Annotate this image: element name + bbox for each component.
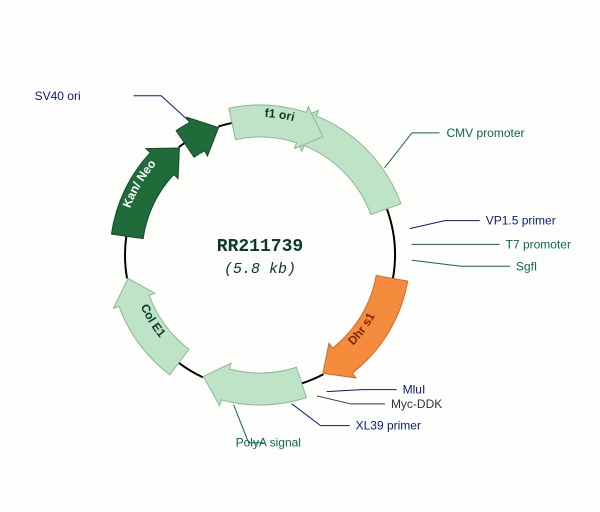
backbone: [179, 143, 185, 147]
plasmid-map: Dhr s1Col E1Kan/ Neof1 oriCMV promoterVP…: [0, 0, 600, 512]
leader-vp15: [410, 221, 480, 229]
backbone: [302, 374, 324, 383]
leader-cmv-label: [385, 133, 440, 168]
callout-xl39: XL39 primer: [356, 419, 421, 433]
segment-f1ori: [229, 105, 323, 148]
leader-mlui: [327, 390, 397, 392]
callout-mycddk: Myc-DDK: [391, 397, 442, 411]
leader-sv40: [134, 96, 189, 121]
callout-vp15: VP1.5 primer: [486, 214, 556, 228]
plasmid-name: RR211739: [217, 237, 303, 257]
backbone: [218, 123, 232, 127]
segment-sv40arr: [176, 117, 218, 157]
plasmid-size: (5.8 kb): [224, 261, 296, 278]
leader-mycddk: [317, 396, 385, 404]
backbone: [387, 209, 395, 279]
callout-cmv-label: CMV promoter: [447, 126, 525, 140]
backbone: [125, 236, 127, 278]
leader-xl39: [292, 404, 350, 426]
leader-sgfi: [412, 260, 510, 266]
callout-polya-label: PolyA signal: [236, 436, 301, 450]
callout-sgfi: SgfI: [516, 259, 537, 273]
backbone: [179, 363, 203, 378]
callout-t7: T7 promoter: [506, 237, 571, 251]
segment-polya: [203, 363, 306, 406]
callout-mlui: MluI: [403, 383, 426, 397]
callout-sv40: SV40 ori: [35, 89, 81, 103]
